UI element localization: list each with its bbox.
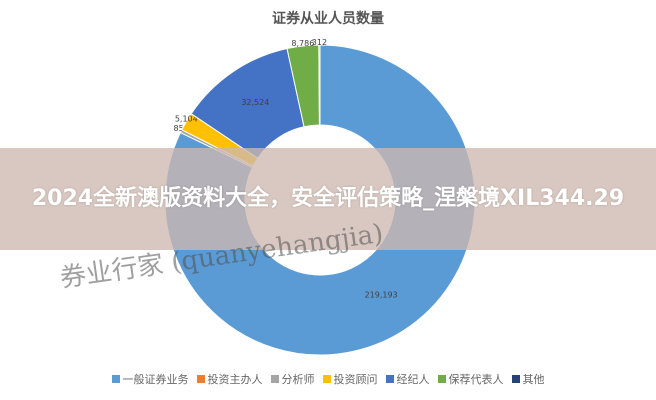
legend-item: 投资顾问	[322, 371, 378, 387]
legend-label: 投资顾问	[333, 373, 378, 386]
legend-label: 经纪人	[396, 373, 430, 386]
legend-label: 保荐代表人	[448, 373, 504, 386]
legend-swatch	[322, 375, 331, 383]
legend: 一般证券业务 投资主办人 分析师 投资顾问 经纪人 保荐代表人 其他	[0, 371, 656, 387]
legend-swatch	[437, 375, 446, 383]
legend-label: 其他	[522, 373, 545, 386]
data-label: 312	[312, 38, 327, 47]
legend-item: 其他	[511, 371, 545, 387]
legend-item: 分析师	[270, 371, 315, 387]
data-label: 32,524	[241, 98, 269, 107]
legend-swatch	[111, 375, 120, 383]
legend-swatch	[385, 375, 394, 383]
legend-swatch	[196, 375, 205, 383]
legend-label: 投资主办人	[207, 373, 263, 386]
data-label: 219,193	[365, 290, 398, 299]
legend-item: 一般证券业务	[111, 371, 189, 387]
legend-item: 经纪人	[385, 371, 430, 387]
legend-label: 一般证券业务	[122, 373, 189, 386]
chart-title: 证券从业人员数量	[272, 11, 384, 27]
headline-text: 2024全新澳版资料大全，安全评估策略_涅槃境XIL344.29	[31, 186, 625, 211]
legend-swatch	[511, 375, 520, 383]
data-label: 853	[173, 124, 188, 133]
data-label: 5,104	[175, 115, 198, 124]
data-label: 8,786	[291, 39, 314, 48]
legend-label: 分析师	[281, 373, 315, 386]
legend-item: 保荐代表人	[437, 371, 504, 387]
legend-item: 投资主办人	[196, 371, 263, 387]
headline-banner: 2024全新澳版资料大全，安全评估策略_涅槃境XIL344.29	[0, 148, 656, 250]
slice-6	[318, 44, 321, 126]
legend-swatch	[270, 375, 279, 383]
